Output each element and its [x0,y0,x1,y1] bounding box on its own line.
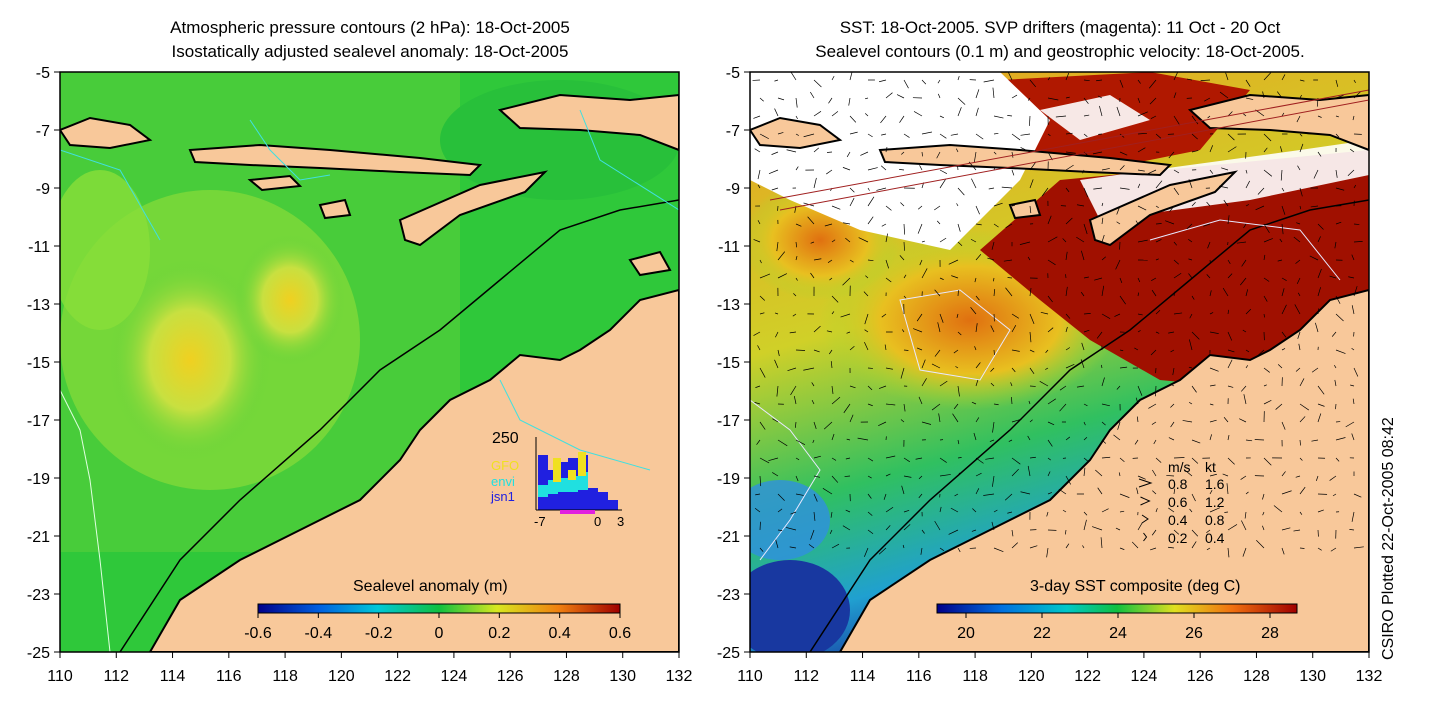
right-x-tick-label: 114 [850,668,876,685]
velocity-legend-kt: 0.4 [1205,530,1225,546]
left-y-tick-label: -5 [36,65,50,82]
left-colorbar-label: Sealevel anomaly (m) [353,578,508,595]
right-x-tick-label: 110 [737,668,763,685]
left-y-tick-label: -11 [28,239,50,256]
colorbar-tick-label: 0.6 [609,625,631,642]
left-x-tick-label: 116 [216,668,242,685]
histogram-legend-gfo: GFO [491,458,519,473]
right-y-tick-label: -17 [717,413,740,430]
geostrophic-velocity-arrows [752,72,1364,558]
colorbar-tick-label: 24 [1109,625,1127,642]
right-x-tick-label: 120 [1018,668,1045,685]
velocity-legend-ms: 0.4 [1168,512,1188,528]
left-colorbar [257,603,621,614]
right-x-tick-label: 122 [1074,668,1101,685]
velocity-legend-arrow [1138,478,1153,488]
velocity-legend-arrow [1143,532,1148,542]
right-x-tick-label: 118 [962,668,988,685]
colorbar-tick-label: 0.4 [549,625,571,642]
velocity-legend-kt: 1.6 [1205,476,1225,492]
right-y-tick-label: -13 [717,297,740,314]
right-y-tick-label: -5 [726,65,740,82]
left-title-line2: Isostatically adjusted sealevel anomaly:… [171,42,569,61]
right-y-tick-label: -9 [726,181,740,198]
axis-ticks: 110 112 114 116 118 120 122 124 126 128 130 132 -5 -7… [27,65,1383,685]
left-x-tick-label: 132 [666,668,693,685]
velocity-legend-arrow [1141,514,1149,524]
colorbar-tick-label: 22 [1033,625,1051,642]
left-x-tick-label: 118 [272,668,298,685]
velocity-legend-kt: 0.8 [1205,512,1225,528]
left-x-tick-label: 124 [441,668,468,685]
left-x-tick-label: 120 [328,668,355,685]
histogram-xtick-neg7: -7 [534,514,546,529]
right-x-tick-label: 124 [1131,668,1158,685]
colorbar-tick-label: 26 [1185,625,1203,642]
left-x-tick-label: 114 [160,668,186,685]
left-y-tick-label: -25 [27,645,50,662]
right-title-line2: Sealevel contours (0.1 m) and geostrophi… [815,42,1305,61]
sst-map [750,72,1369,652]
velocity-legend-header-ms: m/s [1168,459,1191,475]
colorbar-tick-label: 28 [1261,625,1279,642]
histogram-legend-envi: envi [491,474,515,489]
left-x-tick-label: 130 [609,668,636,685]
colorbar-tick-label: -0.6 [244,625,272,642]
right-x-tick-label: 128 [1243,668,1270,685]
left-title-line1: Atmospheric pressure contours (2 hPa): 1… [170,18,570,37]
left-y-tick-label: -17 [27,413,50,430]
left-x-tick-label: 110 [47,668,73,685]
right-colorbar-ticks: 20 22 24 26 28 [957,613,1279,642]
right-colorbar [936,603,1298,614]
left-x-tick-label: 112 [104,668,130,685]
right-y-tick-label: -23 [717,587,740,604]
left-y-tick-label: -21 [27,529,50,546]
left-y-tick-label: -23 [27,587,50,604]
right-x-tick-label: 130 [1299,668,1326,685]
velocity-legend-ms: 0.8 [1168,476,1188,492]
histogram-ymax-label: 250 [492,430,519,447]
left-y-tick-label: -19 [27,471,50,488]
colorbar-tick-label: -0.4 [305,625,333,642]
histogram-xtick-0: 0 [594,514,601,529]
right-title-line1: SST: 18-Oct-2005. SVP drifters (magenta)… [839,18,1281,37]
right-y-tick-label: -11 [718,239,740,256]
right-y-tick-label: -21 [717,529,740,546]
left-y-tick-label: -15 [27,355,50,372]
velocity-legend-ms: 0.2 [1168,530,1188,546]
left-y-tick-label: -9 [36,181,50,198]
plot-credit-note: CSIRO Plotted 22-Oct-2005 08:42 [1380,417,1397,660]
left-x-tick-label: 126 [497,668,524,685]
left-y-tick-label: -7 [36,123,50,140]
right-y-tick-label: -25 [717,645,740,662]
colorbar-tick-label: 0 [435,625,444,642]
right-x-tick-label: 116 [906,668,932,685]
left-y-tick-label: -13 [27,297,50,314]
velocity-legend-ms: 0.6 [1168,494,1188,510]
velocity-legend-arrow [1140,496,1151,506]
altimeter-histogram: 250 GFO envi jsn1 -7 0 3 [490,430,624,529]
velocity-legend-kt: 1.2 [1205,494,1225,510]
sealevel-anomaly-map [60,72,679,652]
right-x-tick-label: 126 [1187,668,1214,685]
right-x-tick-label: 132 [1356,668,1383,685]
right-y-tick-label: -15 [717,355,740,372]
right-y-tick-label: -7 [726,123,740,140]
left-colorbar-ticks: -0.6 -0.4 -0.2 0 0.2 0.4 0.6 [244,613,631,642]
colorbar-tick-label: 0.2 [488,625,510,642]
histogram-legend-jsn1: jsn1 [490,489,515,504]
colorbar-tick-label: -0.2 [365,625,393,642]
right-y-tick-label: -19 [717,471,740,488]
left-x-tick-label: 122 [384,668,411,685]
colorbar-tick-label: 20 [957,625,975,642]
histogram-xtick-3: 3 [617,514,624,529]
velocity-legend-header-kt: kt [1205,459,1216,475]
right-colorbar-label: 3-day SST composite (deg C) [1030,578,1240,595]
left-x-tick-label: 128 [553,668,580,685]
velocity-legend: m/s kt 0.8 1.6 0.6 1.2 0.4 0.8 0.2 0.4 [1138,459,1225,546]
right-x-tick-label: 112 [794,668,820,685]
